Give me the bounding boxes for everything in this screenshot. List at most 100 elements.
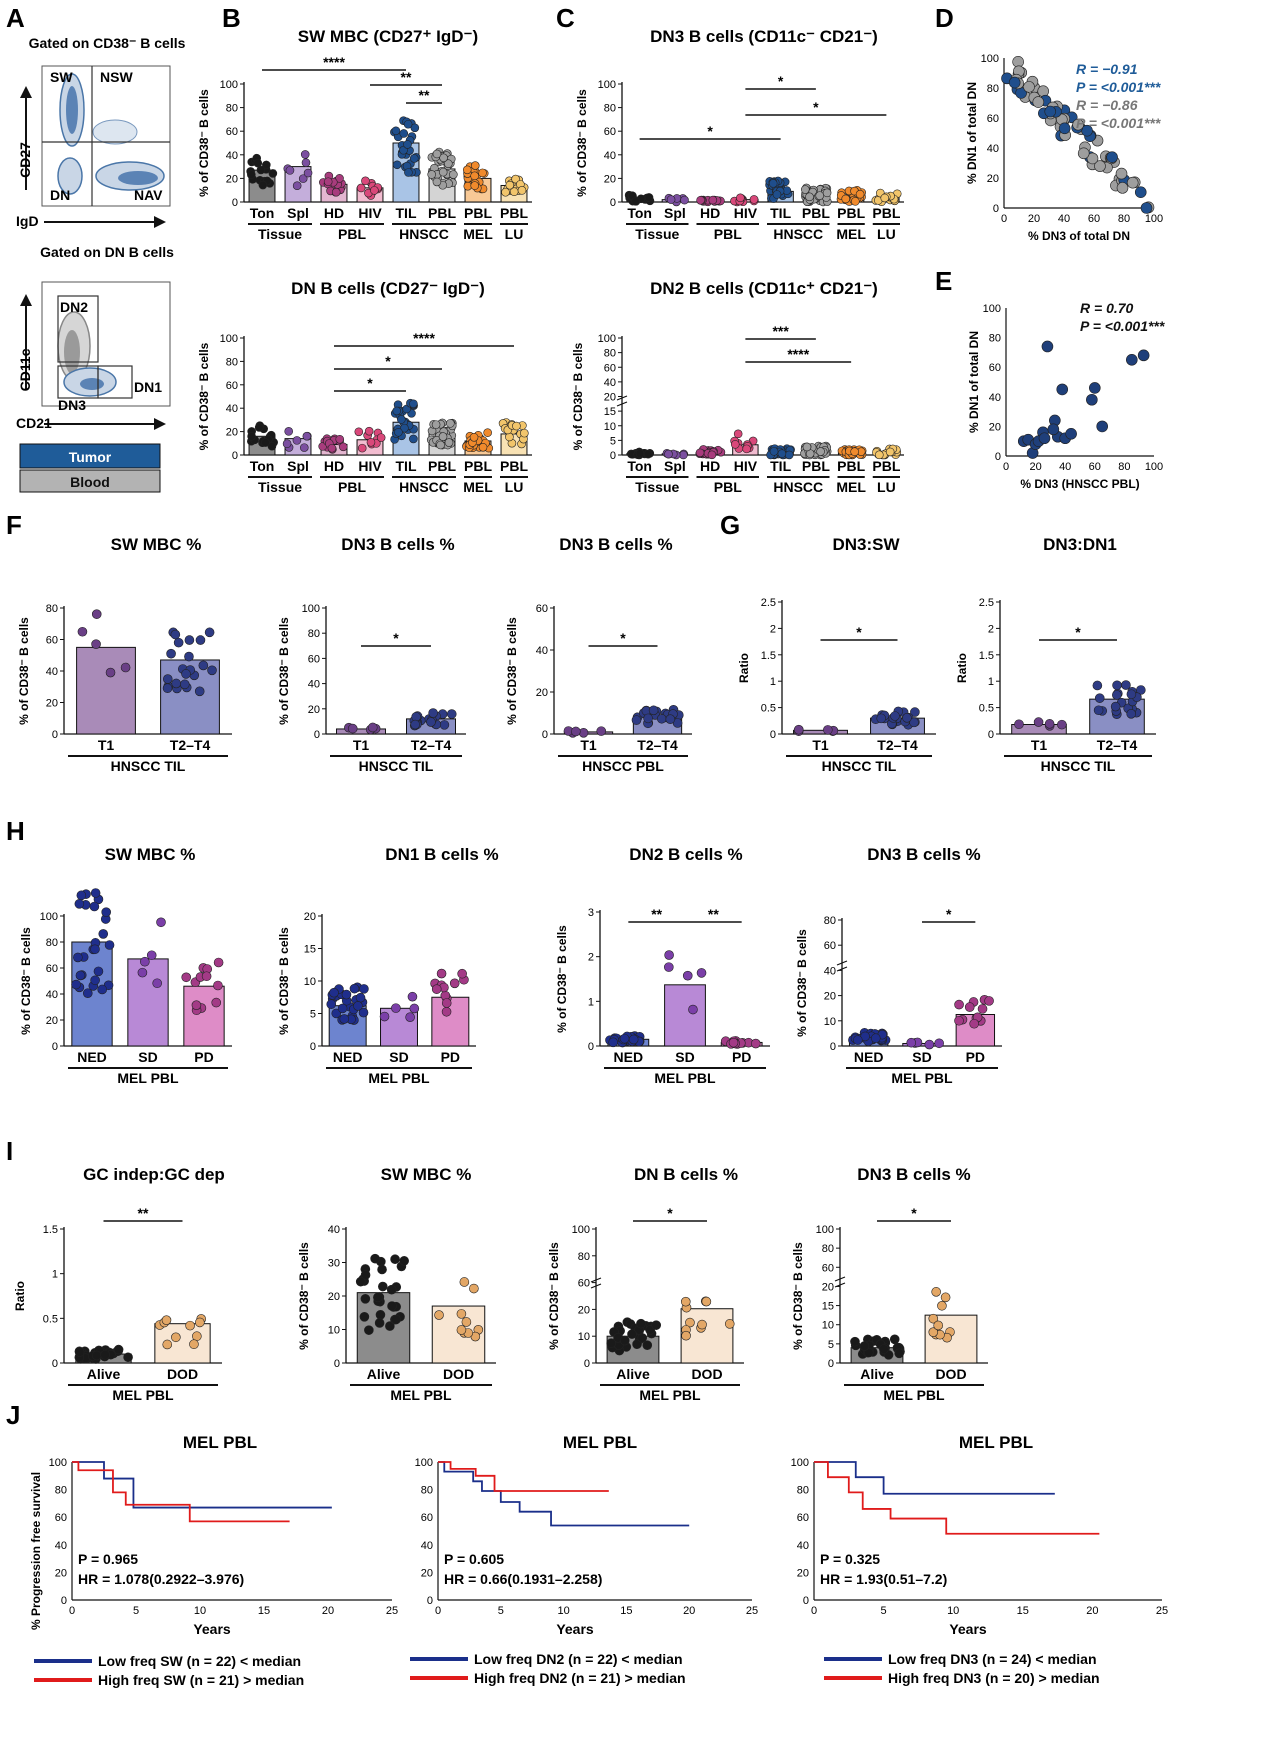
- y-tick-label: 0.5: [979, 703, 994, 715]
- data-point: [1140, 202, 1153, 214]
- significance-label: **: [651, 906, 662, 922]
- x-axis-label: Years: [949, 1621, 987, 1637]
- significance-label: *: [385, 353, 391, 369]
- data-point: [410, 719, 420, 730]
- axis-break: [590, 1277, 602, 1289]
- data-point: [441, 998, 452, 1008]
- data-point: [1089, 382, 1101, 394]
- data-point: [397, 415, 406, 424]
- significance-label: *: [707, 123, 713, 139]
- y-tick-label: 0: [584, 1358, 590, 1370]
- x-category-label: Spl: [664, 458, 686, 474]
- survival-curve: [814, 1461, 1055, 1495]
- y-axis-label: Ratio: [955, 653, 969, 683]
- data-point: [571, 726, 581, 737]
- data-point: [356, 183, 366, 193]
- data-point: [354, 427, 364, 437]
- data-point: [180, 679, 190, 690]
- y-tick-label: 60: [822, 1262, 834, 1274]
- bar-chart-12: SW MBC % 0 20 40 60 80 100 % of CD38⁻ B cells NE…: [19, 845, 232, 1086]
- data-point: [459, 1277, 470, 1287]
- data-point: [105, 667, 116, 678]
- y-tick-label: 0: [427, 1595, 433, 1607]
- flow-axis-igd: IgD: [16, 213, 39, 229]
- data-point: [373, 1292, 383, 1303]
- data-point: [194, 686, 205, 697]
- bar-chart-4: DN B cells (CD27⁻ IgD⁻) 0 20 40 60 80 100 % of …: [197, 279, 532, 495]
- y-tick-label: 15: [604, 406, 616, 418]
- legend-blood-swatch: [19, 469, 161, 493]
- data-point: [933, 1320, 944, 1331]
- data-point: [1023, 81, 1035, 93]
- data-point: [370, 1253, 380, 1264]
- y-axis-label: % of CD38⁻ B cells: [571, 342, 585, 450]
- data-point: [885, 447, 895, 457]
- stat-annotation: P = 0.965: [78, 1551, 138, 1567]
- data-point: [902, 712, 912, 723]
- x-tick-label: 60: [1088, 213, 1100, 225]
- data-point: [1126, 709, 1136, 719]
- data-point: [162, 683, 173, 694]
- y-tick-label: 0.5: [43, 1313, 58, 1325]
- data-point: [90, 888, 101, 898]
- bar: [336, 728, 386, 735]
- data-point: [300, 150, 310, 159]
- significance-label: *: [620, 630, 626, 646]
- stat-annotation: R = −0.91: [1076, 61, 1138, 77]
- data-point: [928, 1327, 939, 1337]
- data-point: [204, 627, 215, 638]
- x-tick-label: 25: [1156, 1605, 1168, 1617]
- y-axis-label: % DN1 of total DN: [967, 331, 981, 433]
- data-point: [469, 1283, 479, 1294]
- y-axis-label: % of CD38⁻ B cells: [277, 617, 291, 725]
- significance-label: *: [778, 73, 784, 89]
- data-point: [247, 170, 256, 180]
- legend-label: Low freq DN3 (n = 24) < median: [888, 1651, 1097, 1667]
- data-point: [392, 160, 402, 170]
- data-point: [852, 1035, 863, 1045]
- y-tick-label: 2.5: [761, 597, 776, 609]
- data-point: [191, 1000, 202, 1010]
- data-point: [461, 1317, 472, 1327]
- x-category-label: PBL: [837, 458, 865, 474]
- data-point: [184, 651, 194, 662]
- data-point: [335, 434, 345, 444]
- y-tick-label: 30: [328, 1258, 340, 1270]
- data-point: [100, 1349, 110, 1360]
- data-point: [876, 713, 887, 724]
- y-tick-label: 60: [797, 1512, 809, 1524]
- data-point: [339, 442, 348, 452]
- x-category-label: SD: [389, 1049, 408, 1065]
- data-point: [432, 149, 442, 159]
- x-category-label: NED: [333, 1049, 363, 1065]
- flow-plot-cd11c-cd21: [41, 281, 171, 407]
- y-tick-label: 40: [536, 645, 548, 657]
- survival-curve: [72, 1461, 290, 1523]
- data-point: [400, 423, 409, 433]
- y-tick-label: 20: [328, 1291, 340, 1303]
- group-label: LU: [877, 226, 896, 242]
- y-tick-label: 60: [604, 126, 616, 138]
- y-tick-label: 80: [46, 603, 58, 615]
- data-point: [90, 944, 100, 955]
- x-category-label: PBL: [802, 205, 830, 221]
- data-point: [378, 1281, 388, 1292]
- x-tick-label: 25: [386, 1605, 398, 1617]
- y-axis-label: % of CD38⁻ B cells: [197, 342, 211, 450]
- x-category-label: DOD: [935, 1366, 966, 1382]
- scatter-chart-3: 00 20 20 40 40 60 60 80 80 100 100 % DN3 of total D…: [965, 53, 1163, 243]
- x-tick-label: 25: [746, 1605, 758, 1617]
- data-point: [664, 950, 674, 960]
- data-point: [1126, 176, 1139, 189]
- data-point: [391, 1314, 401, 1325]
- data-point: [749, 195, 759, 204]
- legend-label: High freq SW (n = 21) > median: [98, 1672, 304, 1688]
- data-point: [323, 177, 333, 187]
- data-point: [170, 629, 181, 640]
- chart-title: SW MBC %: [111, 535, 202, 554]
- y-tick-label: 0: [310, 1041, 316, 1053]
- data-point: [364, 1325, 374, 1335]
- data-point: [666, 195, 676, 204]
- data-point: [285, 166, 295, 175]
- x-category-label: PD: [966, 1049, 985, 1065]
